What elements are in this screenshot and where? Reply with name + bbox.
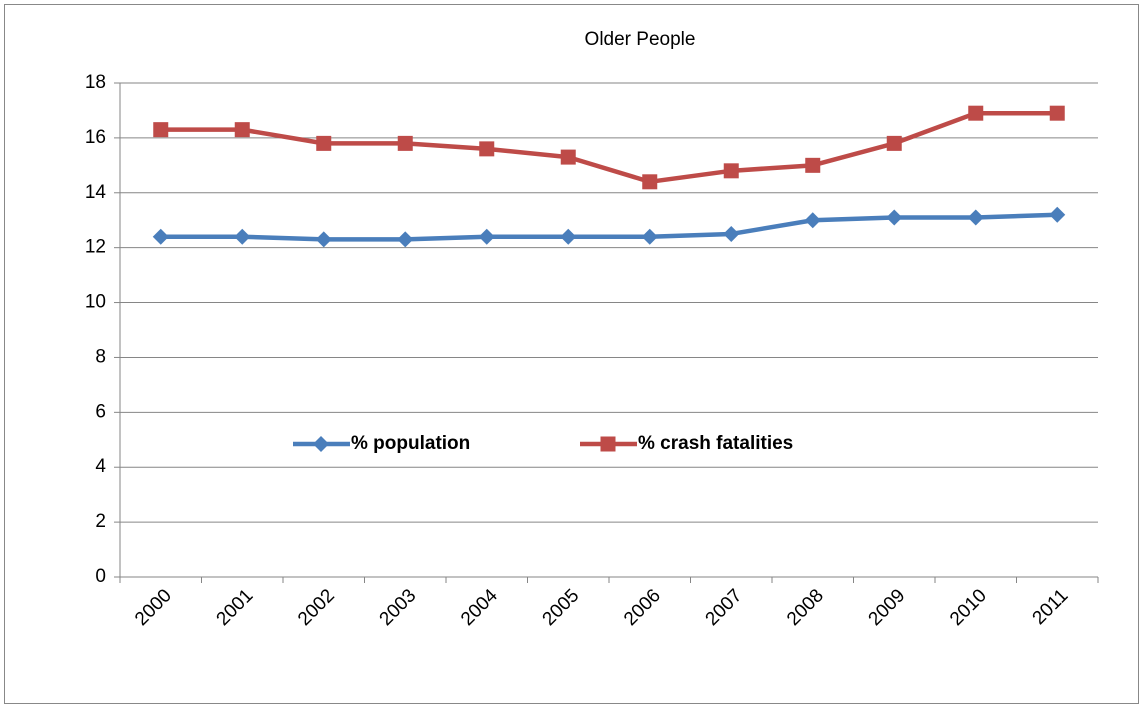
marker <box>152 228 169 245</box>
marker <box>397 135 413 151</box>
marker <box>723 225 740 242</box>
series-line <box>160 212 1058 242</box>
marker <box>397 231 414 248</box>
marker <box>641 228 658 245</box>
legend-label: % crash fatalities <box>638 433 793 454</box>
marker <box>316 135 332 151</box>
y-tick-label: 4 <box>95 456 106 477</box>
y-tick-label: 6 <box>95 401 106 422</box>
legend-label: % population <box>351 433 470 454</box>
y-tick-label: 10 <box>85 292 106 313</box>
marker <box>968 105 984 121</box>
y-tick-label: 14 <box>85 182 107 203</box>
marker <box>723 163 739 179</box>
marker <box>153 122 169 138</box>
chart-title: Older People <box>585 29 696 50</box>
marker <box>804 212 821 229</box>
marker <box>642 174 658 190</box>
marker <box>234 228 251 245</box>
marker <box>479 141 495 157</box>
marker <box>1049 206 1066 223</box>
y-tick-label: 12 <box>85 237 106 258</box>
legend-marker <box>313 436 329 452</box>
marker <box>234 122 250 138</box>
y-tick-label: 18 <box>85 72 106 93</box>
y-tick-label: 0 <box>95 566 106 587</box>
marker <box>478 228 495 245</box>
series-line <box>160 110 1058 185</box>
marker <box>1049 105 1065 121</box>
marker <box>560 149 576 165</box>
marker <box>886 135 902 151</box>
marker <box>560 228 577 245</box>
y-tick-label: 8 <box>95 346 106 367</box>
marker <box>886 209 903 226</box>
marker <box>805 157 821 173</box>
y-tick-label: 16 <box>85 127 106 148</box>
marker <box>315 231 332 248</box>
legend-marker <box>600 436 616 452</box>
y-tick-label: 2 <box>95 511 106 532</box>
marker <box>967 209 984 226</box>
